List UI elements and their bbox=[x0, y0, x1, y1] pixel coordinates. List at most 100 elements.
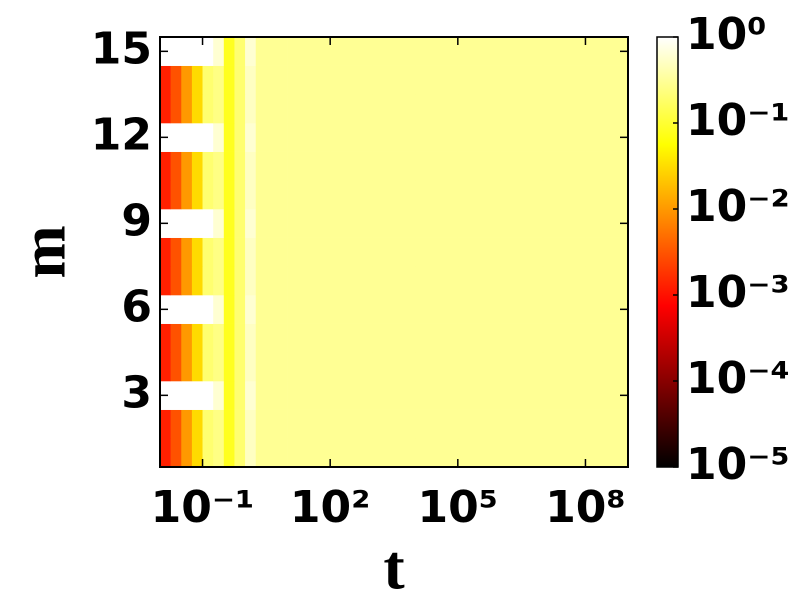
heatmap-cell bbox=[287, 94, 331, 124]
heatmap-cell bbox=[255, 151, 267, 181]
heatmap-cell bbox=[191, 409, 203, 439]
heatmap-cell bbox=[457, 237, 501, 267]
heatmap-cell bbox=[245, 266, 257, 296]
heatmap-cell bbox=[223, 352, 235, 382]
heatmap-cell bbox=[213, 151, 225, 181]
heatmap-cell bbox=[170, 65, 182, 95]
heatmap-cell bbox=[457, 180, 501, 210]
heatmap-cell bbox=[542, 237, 586, 267]
heatmap-cell bbox=[181, 438, 193, 468]
heatmap-cell bbox=[202, 352, 214, 382]
heatmap-cell bbox=[500, 266, 544, 296]
heatmap-cell bbox=[585, 237, 629, 267]
heatmap-cell bbox=[542, 37, 586, 66]
heatmap-cell bbox=[266, 209, 288, 238]
heatmap-cell bbox=[181, 94, 193, 124]
heatmap-cell bbox=[234, 266, 246, 296]
heatmap-cell bbox=[245, 381, 257, 410]
heatmap-cell bbox=[500, 438, 544, 468]
heatmap-cell bbox=[245, 65, 257, 95]
y-tick-label: 9 bbox=[121, 195, 152, 246]
heatmap-cell bbox=[287, 381, 331, 410]
heatmap-cell bbox=[372, 65, 416, 95]
heatmap-cell bbox=[266, 295, 288, 324]
heatmap-cell bbox=[457, 409, 501, 439]
heatmap-cell bbox=[245, 209, 257, 238]
heatmap-cell bbox=[160, 409, 171, 439]
heatmap-cell bbox=[160, 438, 171, 468]
heatmap-cell bbox=[415, 123, 459, 152]
heatmap-cell bbox=[213, 37, 225, 66]
colorbar-tick-label: 10⁻⁴ bbox=[686, 353, 790, 404]
heatmap-cell bbox=[542, 151, 586, 181]
heatmap-cell bbox=[542, 409, 586, 439]
heatmap-cell bbox=[266, 123, 288, 152]
heatmap-cell bbox=[223, 237, 235, 267]
heatmap-cell bbox=[245, 94, 257, 124]
heatmap-cell bbox=[191, 381, 203, 410]
heatmap-cell bbox=[585, 352, 629, 382]
heatmap-cell bbox=[234, 209, 246, 238]
heatmap-cell bbox=[223, 295, 235, 324]
heatmap-cell bbox=[330, 352, 374, 382]
heatmap-cell bbox=[415, 381, 459, 410]
heatmap-cell bbox=[287, 438, 331, 468]
heatmap-cell bbox=[202, 381, 214, 410]
heatmap-cell bbox=[330, 438, 374, 468]
heatmap-cell bbox=[457, 381, 501, 410]
heatmap-cell bbox=[191, 65, 203, 95]
heatmap-cell bbox=[191, 180, 203, 210]
heatmap-cell bbox=[234, 123, 246, 152]
heatmap-cell bbox=[255, 295, 267, 324]
heatmap-cell bbox=[245, 151, 257, 181]
heatmap-cell bbox=[287, 65, 331, 95]
heatmap-cell bbox=[160, 352, 171, 382]
heatmap-cell bbox=[287, 237, 331, 267]
heatmap-cell bbox=[255, 237, 267, 267]
heatmap-cell bbox=[415, 237, 459, 267]
heatmap-cell bbox=[457, 295, 501, 324]
heatmap-cell bbox=[542, 65, 586, 95]
heatmap-cell bbox=[542, 352, 586, 382]
heatmap-cell bbox=[191, 266, 203, 296]
heatmap-cell bbox=[287, 323, 331, 353]
heatmap-cell bbox=[170, 323, 182, 353]
heatmap-cell bbox=[223, 323, 235, 353]
x-tick-label: 10⁸ bbox=[545, 482, 626, 533]
heatmap-cell bbox=[415, 352, 459, 382]
heatmap-cell bbox=[287, 266, 331, 296]
heatmap-cell bbox=[457, 438, 501, 468]
heatmap-cell bbox=[223, 409, 235, 439]
heatmap-cell bbox=[213, 209, 225, 238]
heatmap-cell bbox=[500, 94, 544, 124]
heatmap-cell bbox=[330, 37, 374, 66]
heatmap-cell bbox=[213, 381, 225, 410]
heatmap-cell bbox=[255, 94, 267, 124]
heatmap-cell bbox=[500, 295, 544, 324]
heatmap-cell bbox=[160, 94, 171, 124]
heatmap-cell bbox=[457, 65, 501, 95]
heatmap-cell bbox=[181, 37, 193, 66]
heatmap-cell bbox=[160, 180, 171, 210]
heatmap-cell bbox=[170, 409, 182, 439]
heatmap-cell bbox=[372, 180, 416, 210]
heatmap-cell bbox=[330, 123, 374, 152]
heatmap-cell bbox=[287, 123, 331, 152]
heatmap-cell bbox=[223, 94, 235, 124]
heatmap-cell bbox=[234, 295, 246, 324]
heatmap-cell bbox=[330, 295, 374, 324]
heatmap-cell bbox=[266, 438, 288, 468]
heatmap-cell bbox=[266, 266, 288, 296]
heatmap-cell bbox=[457, 266, 501, 296]
heatmap-cell bbox=[160, 151, 171, 181]
heatmap-cell bbox=[372, 237, 416, 267]
heatmap-cell bbox=[372, 94, 416, 124]
heatmap-cell bbox=[160, 266, 171, 296]
heatmap-cell bbox=[245, 180, 257, 210]
heatmap-cell bbox=[191, 37, 203, 66]
heatmap-cell bbox=[330, 323, 374, 353]
heatmap-cell bbox=[255, 409, 267, 439]
colorbar-tick-label: 10⁻⁵ bbox=[686, 439, 790, 490]
x-tick-label: 10² bbox=[290, 482, 371, 533]
